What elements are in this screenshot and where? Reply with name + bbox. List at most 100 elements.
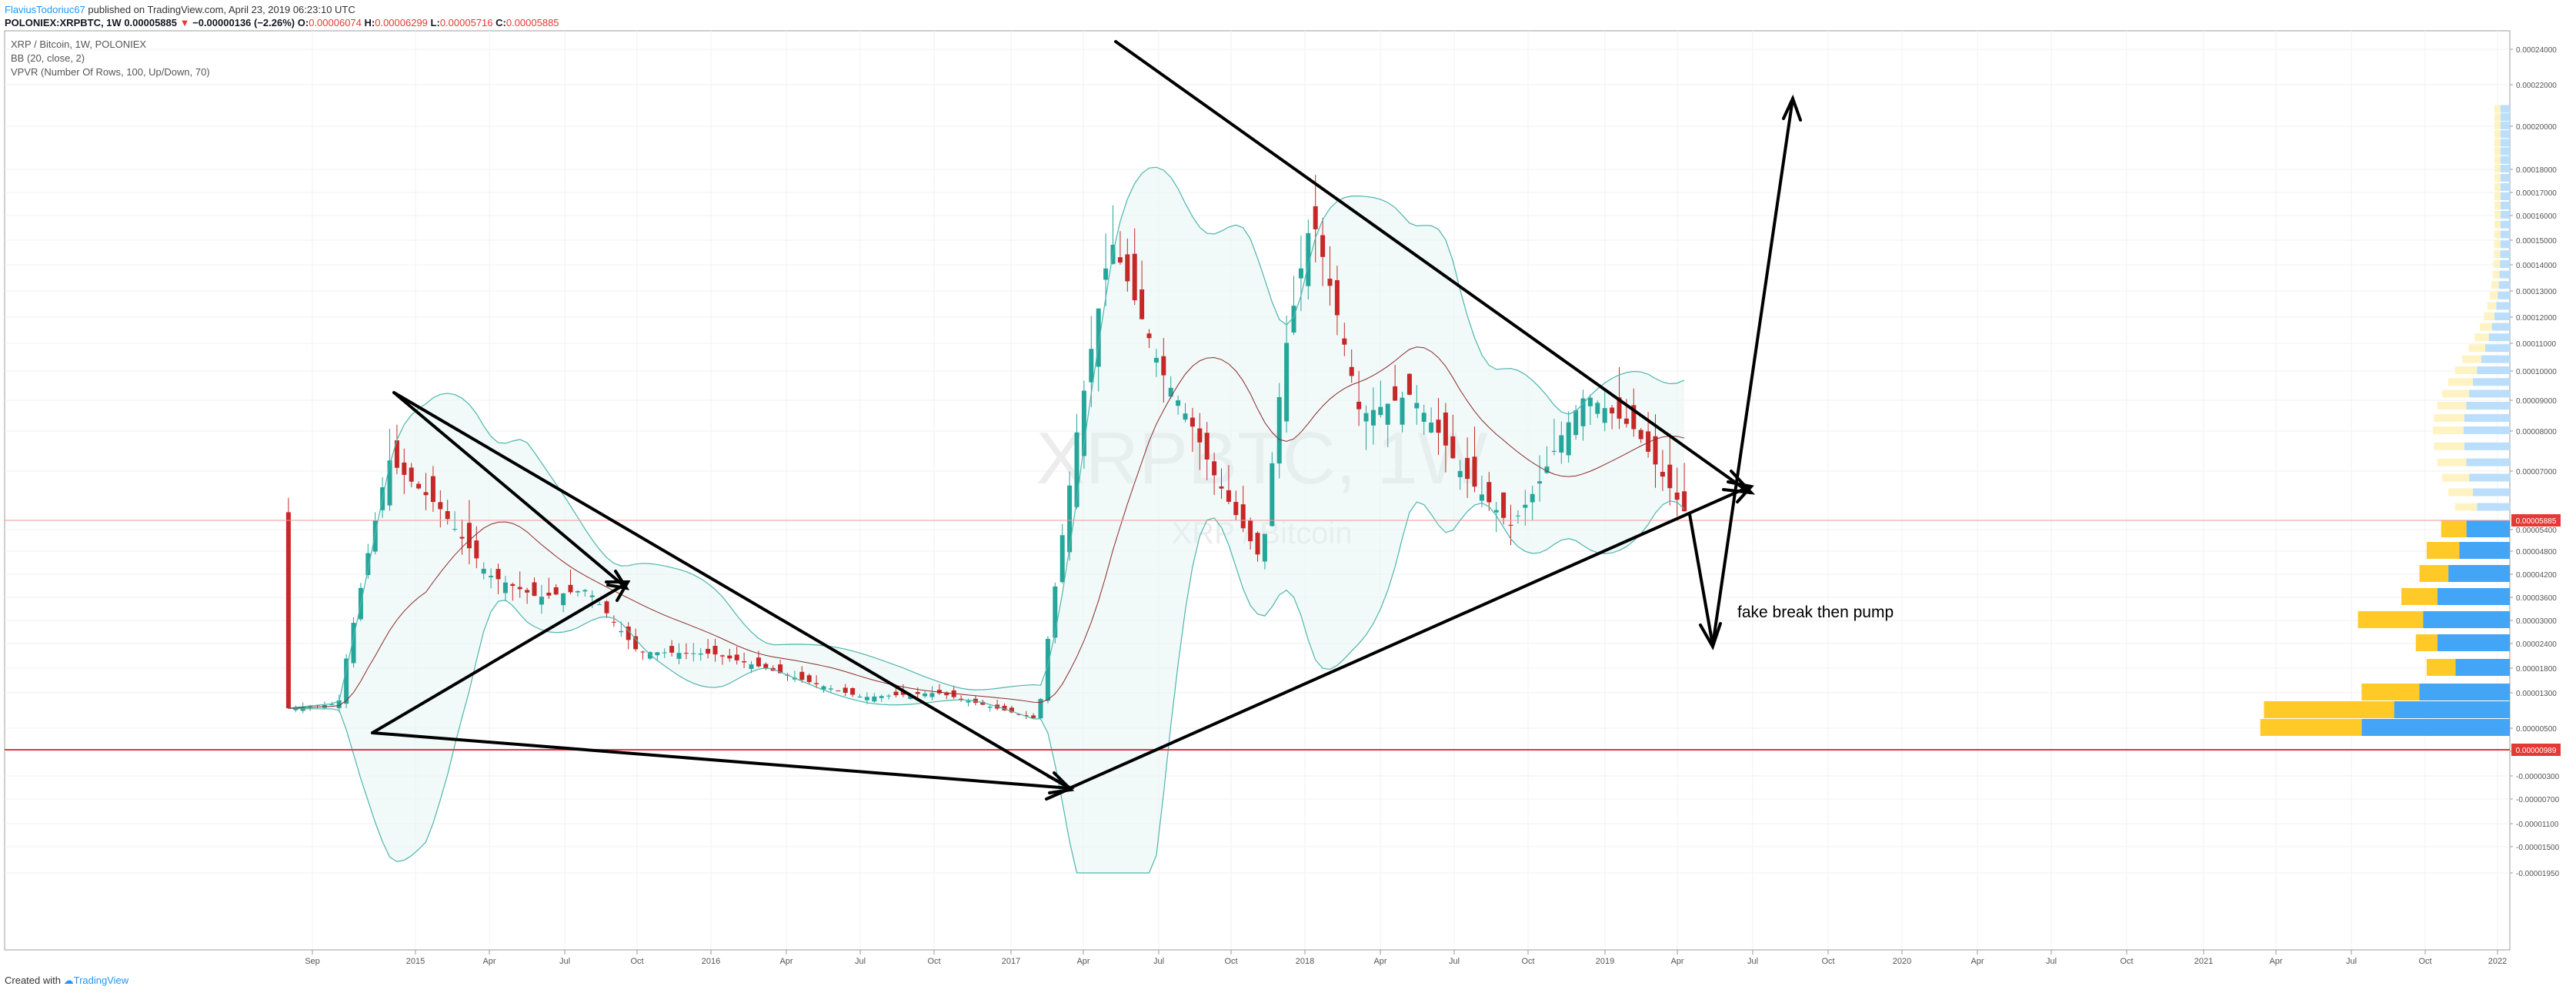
fake-break-arrow[interactable] [1688, 513, 1714, 647]
candle-body [1457, 470, 1463, 477]
vpvr-up-bar [2488, 333, 2510, 342]
x-tick-label: Sep [305, 957, 320, 966]
candle-body [510, 583, 516, 587]
candle-body [1429, 422, 1434, 433]
trendline-6[interactable] [1114, 40, 1751, 494]
candle-body [799, 671, 805, 680]
candle-body [1646, 431, 1651, 452]
time-axis[interactable]: Sep 2015 Apr Jul Oct 2016 Apr Jul Oct 2017 Apr Jul O… [5, 949, 2510, 966]
vpvr-down-bar [2441, 390, 2470, 398]
y-tick-label: 0.00017000 [2516, 189, 2557, 198]
vpvr-down-bar [2494, 113, 2501, 122]
candle-body [1096, 308, 1101, 367]
vpvr-down-bar [2489, 291, 2498, 299]
candle-body [1038, 699, 1043, 719]
candle-body [944, 692, 949, 696]
vpvr-up-bar [2481, 355, 2510, 363]
watermark-symbol: XRPBTC, 1W [1036, 417, 1488, 500]
candle-body [1356, 401, 1362, 410]
candle-body [597, 604, 602, 606]
vpvr-down-bar [2426, 659, 2456, 676]
candle-body [936, 690, 942, 694]
price-change: −0.00000136 (−2.26%) [192, 17, 295, 28]
candle-body [285, 512, 291, 709]
vpvr-down-bar [2419, 565, 2449, 582]
tradingview-link[interactable]: TradingView [73, 975, 129, 986]
vpvr-down-bar [2264, 701, 2394, 718]
trendline-3[interactable] [392, 391, 1071, 790]
vpvr-up-bar [2491, 323, 2510, 331]
vpvr-down-bar [2468, 344, 2485, 353]
vpvr-down-bar [2461, 355, 2481, 363]
vpvr-down-bar [2260, 719, 2362, 736]
candle-body [1146, 333, 1152, 339]
vpvr-down-bar [2494, 183, 2501, 191]
x-tick-label: 2016 [702, 957, 720, 966]
vpvr-up-bar [2500, 220, 2510, 229]
candle-body [1132, 253, 1137, 301]
pump-arrow[interactable] [1711, 97, 1794, 647]
support-price-label: 0.00000989 [2516, 747, 2557, 755]
vpvr-up-bar [2500, 174, 2510, 182]
ohlc-line: POLONIEX:XRPBTC, 1W 0.00005885 ▼ −0.0000… [5, 16, 559, 29]
candle-body [517, 587, 522, 590]
candle-body [582, 590, 588, 592]
candle-body [1566, 422, 1571, 456]
candle-body [423, 492, 429, 496]
candle-body [1197, 428, 1203, 443]
candle-body [611, 621, 616, 623]
candle-body [1306, 232, 1311, 286]
candle-body [1117, 257, 1123, 263]
y-tick-label: 0.00018000 [2516, 166, 2557, 175]
vpvr-down-bar [2494, 147, 2501, 155]
candle-body [640, 651, 646, 653]
candle-body [1059, 535, 1065, 583]
price-axis[interactable]: 0.00024000 0.00022000 0.00020000 0.00018000… [2510, 46, 2560, 878]
candle-body [806, 675, 812, 682]
candle-body [879, 696, 884, 698]
y-tick-label: 0.00005400 [2516, 527, 2557, 535]
vpvr-up-bar [2500, 250, 2510, 259]
vpvr-down-bar [2434, 414, 2464, 422]
vpvr-down-bar [2441, 473, 2470, 482]
candle-body [1240, 504, 1246, 529]
x-tick-label: Apr [2269, 957, 2282, 966]
drawings[interactable] [371, 40, 1802, 801]
watermark-pair: XRP / Bitcoin [1172, 517, 1353, 550]
vpvr-up-bar [2500, 183, 2510, 191]
vpvr-down-bar [2494, 211, 2501, 219]
candle-body [1291, 306, 1296, 333]
candle-body [1414, 403, 1420, 409]
candle-body [1660, 471, 1665, 477]
trendline-1[interactable] [392, 391, 626, 588]
author-link[interactable]: FlaviusTodoriuc67 [5, 4, 85, 15]
vpvr-down-bar [2494, 230, 2501, 239]
x-tick-label: Jul [2346, 957, 2357, 966]
candle-body [756, 657, 761, 667]
y-tick-label: 0.00001300 [2516, 690, 2557, 698]
candle-body [742, 660, 747, 663]
trendline-4[interactable] [371, 731, 1071, 790]
trendline-2[interactable] [371, 582, 628, 734]
x-tick-label: Oct [2120, 957, 2133, 966]
vpvr-up-bar [2438, 588, 2510, 605]
x-tick-label: Jul [2046, 957, 2057, 966]
candle-body [539, 597, 544, 605]
vpvr-up-bar [2501, 139, 2510, 147]
trendline-5[interactable] [1068, 485, 1751, 790]
vpvr-down-bar [2441, 520, 2467, 537]
candle-body [1009, 707, 1014, 713]
y-tick-label: 0.00011000 [2516, 340, 2557, 349]
candle-body [923, 693, 928, 697]
candle-body [438, 502, 443, 510]
y-tick-label: 0.00002400 [2516, 640, 2557, 649]
candle-body [1602, 408, 1607, 423]
x-tick-label: Apr [1373, 957, 1386, 966]
candle-body [561, 593, 566, 606]
x-tick-label: Jul [855, 957, 866, 966]
candle-body [676, 653, 682, 659]
vpvr-up-bar [2501, 105, 2510, 113]
vpvr-down-bar [2492, 270, 2500, 279]
candle-body [872, 696, 877, 702]
